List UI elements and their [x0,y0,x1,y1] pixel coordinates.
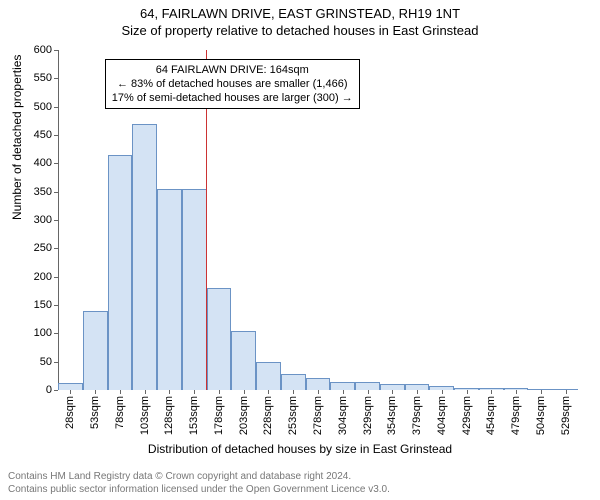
y-tick-mark [54,390,58,391]
x-tick-mark [95,390,96,394]
x-tick-mark [219,390,220,394]
y-tick-mark [54,248,58,249]
histogram-bar [330,382,355,390]
x-tick-mark [293,390,294,394]
x-tick-label: 253sqm [287,396,299,435]
x-tick-mark [566,390,567,394]
histogram-bar [207,288,232,390]
x-tick-label: 379sqm [411,396,423,435]
y-tick-mark [54,192,58,193]
x-tick-mark [392,390,393,394]
x-tick-mark [442,390,443,394]
x-tick-mark [467,390,468,394]
y-tick-mark [54,277,58,278]
annotation-line: 17% of semi-detached houses are larger (… [112,91,353,105]
annotation-box: 64 FAIRLAWN DRIVE: 164sqm← 83% of detach… [105,59,360,110]
y-tick-mark [54,135,58,136]
y-axis-label: Number of detached properties [10,55,24,220]
x-tick-label: 479sqm [510,396,522,435]
x-tick-mark [145,390,146,394]
y-tick-mark [54,362,58,363]
x-tick-label: 504sqm [535,396,547,435]
footer-line-1: Contains HM Land Registry data © Crown c… [8,470,390,483]
histogram-bar [157,189,182,390]
x-tick-label: 454sqm [485,396,497,435]
y-tick-mark [54,78,58,79]
x-tick-label: 228sqm [262,396,274,435]
x-tick-label: 304sqm [337,396,349,435]
histogram-bar [83,311,108,390]
x-tick-mark [169,390,170,394]
title-sub: Size of property relative to detached ho… [0,21,600,38]
histogram-bar [306,378,331,390]
x-tick-mark [120,390,121,394]
x-tick-label: 429sqm [461,396,473,435]
footer: Contains HM Land Registry data © Crown c… [8,470,390,496]
x-tick-label: 128sqm [163,396,175,435]
y-tick-mark [54,163,58,164]
histogram-bar [355,382,380,390]
x-tick-label: 178sqm [213,396,225,435]
x-tick-label: 28sqm [64,396,76,429]
x-tick-label: 78sqm [114,396,126,429]
y-tick-mark [54,220,58,221]
histogram-bar [182,189,207,390]
x-tick-mark [244,390,245,394]
title-main: 64, FAIRLAWN DRIVE, EAST GRINSTEAD, RH19… [0,0,600,21]
histogram-bar [132,124,157,390]
annotation-line: ← 83% of detached houses are smaller (1,… [112,77,353,91]
histogram-bar [281,374,306,390]
annotation-line: 64 FAIRLAWN DRIVE: 164sqm [112,63,353,77]
histogram-bar [108,155,133,390]
y-tick-mark [54,50,58,51]
x-tick-label: 203sqm [238,396,250,435]
x-axis-label: Distribution of detached houses by size … [0,442,600,456]
y-tick-mark [54,107,58,108]
x-tick-label: 529sqm [560,396,572,435]
x-tick-label: 404sqm [436,396,448,435]
x-tick-mark [343,390,344,394]
x-tick-label: 354sqm [386,396,398,435]
x-tick-label: 153sqm [188,396,200,435]
footer-line-2: Contains public sector information licen… [8,483,390,496]
histogram-bar [231,331,256,391]
x-tick-mark [516,390,517,394]
y-tick-mark [54,305,58,306]
x-tick-label: 53sqm [89,396,101,429]
histogram-bar [256,362,281,390]
chart-container: 64, FAIRLAWN DRIVE, EAST GRINSTEAD, RH19… [0,0,600,500]
x-tick-label: 103sqm [139,396,151,435]
x-tick-mark [491,390,492,394]
y-axis-line [58,50,59,390]
histogram-bar [58,383,83,390]
x-tick-mark [318,390,319,394]
x-tick-mark [268,390,269,394]
x-tick-mark [70,390,71,394]
y-tick-mark [54,333,58,334]
x-tick-mark [368,390,369,394]
x-tick-label: 278sqm [312,396,324,435]
x-tick-mark [417,390,418,394]
x-tick-mark [194,390,195,394]
x-tick-mark [541,390,542,394]
x-tick-label: 329sqm [362,396,374,435]
plot-area: 05010015020025030035040045050055060028sq… [58,50,578,390]
